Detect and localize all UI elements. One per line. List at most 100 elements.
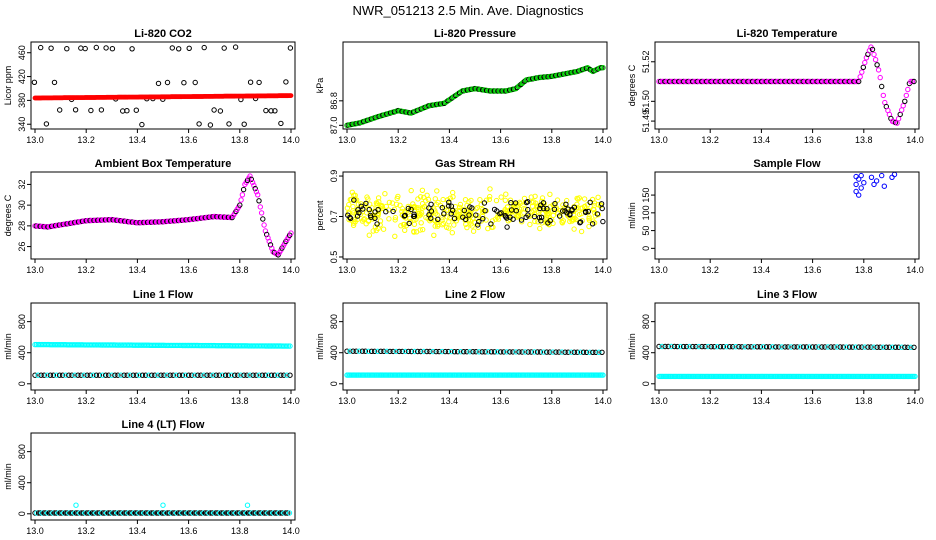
x-tick-label: 13.4 [129, 265, 147, 275]
data-point [687, 343, 693, 350]
data-point [559, 219, 565, 225]
data-point [147, 510, 153, 516]
x-tick-label: 13.2 [701, 265, 719, 275]
data-point [209, 510, 216, 516]
data-point [38, 372, 44, 378]
data-point [881, 183, 887, 189]
data-point [494, 349, 501, 355]
data-point [702, 343, 708, 350]
data-point [186, 510, 192, 516]
data-point [476, 218, 482, 225]
data-point [168, 510, 174, 516]
data-point [476, 349, 482, 355]
data-point [858, 185, 864, 191]
data-point [139, 510, 146, 516]
data-point [35, 372, 41, 378]
data-point [78, 45, 84, 51]
data-point [244, 372, 250, 378]
data-point [255, 192, 261, 198]
x-tick-label: 13.4 [129, 526, 147, 536]
data-point [368, 348, 375, 354]
data-point [217, 108, 224, 114]
data-point [446, 219, 452, 225]
data-point [287, 343, 293, 349]
data-point [88, 107, 94, 114]
data-point [662, 343, 668, 350]
data-point [355, 207, 361, 213]
data-point [493, 197, 500, 204]
data-point [853, 173, 859, 180]
data-point [569, 207, 575, 213]
data-point [564, 210, 570, 216]
data-point [736, 344, 742, 350]
data-point [869, 46, 876, 53]
data-point [179, 372, 186, 378]
data-point [411, 221, 418, 228]
data-point [665, 343, 671, 350]
data-point [136, 372, 143, 378]
y-tick-label: 400 [329, 345, 339, 360]
data-point [287, 45, 294, 51]
data-point [257, 204, 263, 210]
data-point [372, 209, 378, 215]
data-point [188, 510, 194, 516]
data-point [56, 372, 63, 378]
x-tick-label: 13.8 [543, 396, 561, 406]
panel-9: Line 3 Flow 13.0 13.2 13.4 13.6 13.8 14.0 0 400 8… [627, 289, 924, 406]
data-point [448, 348, 455, 355]
y-axis-label: kPa [315, 78, 325, 94]
data-point [428, 215, 434, 221]
data-point [507, 349, 513, 355]
data-point [267, 510, 273, 516]
data-point [192, 79, 198, 86]
data-point [152, 372, 158, 378]
y-axis-label: percent [315, 200, 325, 231]
data-point [449, 230, 455, 236]
data-point [674, 343, 681, 350]
x-tick-label: 13.4 [441, 265, 459, 275]
x-tick-label: 13.6 [180, 265, 198, 275]
data-point [64, 510, 71, 516]
data-point [766, 344, 773, 350]
plot-frame [654, 171, 920, 260]
data-point [591, 207, 597, 213]
data-point [247, 79, 254, 85]
data-point [699, 343, 705, 350]
panel-4: Ambient Box Temperature 13.0 13.2 13.4 13.6 1… [3, 158, 300, 275]
x-tick-label: 13.6 [180, 396, 198, 406]
data-point [439, 348, 445, 355]
data-point [184, 510, 191, 516]
data-point [216, 510, 223, 516]
x-tick-label: 13.0 [650, 396, 668, 406]
data-point [281, 510, 287, 516]
data-point [419, 187, 426, 194]
x-tick-label: 14.0 [594, 265, 612, 275]
data-point [568, 349, 574, 355]
data-point [877, 344, 883, 350]
data-point [451, 222, 457, 228]
data-point [364, 194, 370, 200]
data-point [408, 348, 415, 355]
data-point [275, 372, 281, 378]
data-point [141, 510, 148, 516]
data-point [127, 510, 133, 516]
data-point [143, 510, 149, 516]
data-point [256, 510, 262, 516]
data-point [103, 372, 109, 378]
data-point [442, 348, 448, 355]
data-point [166, 510, 173, 516]
data-point [469, 223, 475, 229]
data-point [215, 510, 221, 516]
data-point [879, 83, 885, 90]
data-point [220, 510, 226, 516]
data-point [96, 372, 103, 378]
y-tick-label: 400 [17, 475, 27, 490]
data-point [59, 510, 65, 516]
data-point [91, 510, 97, 516]
data-point [109, 372, 115, 378]
data-point [540, 205, 547, 212]
data-point [576, 195, 582, 201]
data-point [470, 228, 477, 234]
panel-6: Sample Flow 13.0 13.2 13.4 13.6 13.8 14.0 0 50 10… [627, 158, 924, 275]
y-tick-label: 0.7 [329, 210, 339, 223]
